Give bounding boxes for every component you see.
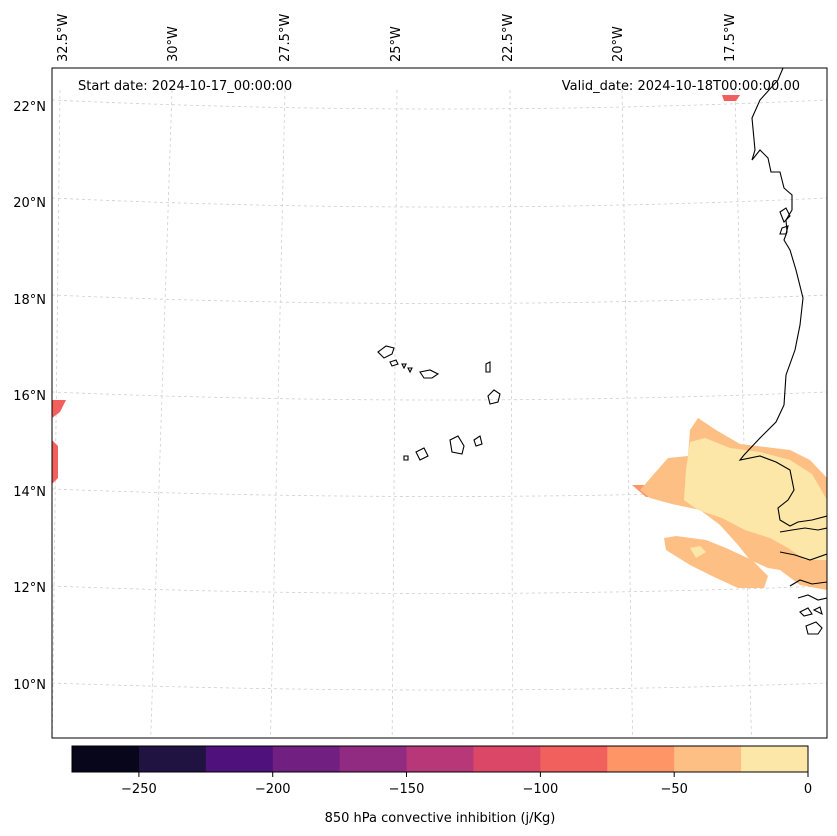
lat-label: 14°N xyxy=(13,485,46,500)
colorbar-segment xyxy=(674,746,742,772)
lon-label: 32.5°W xyxy=(56,14,71,62)
colorbar-segment xyxy=(72,746,140,772)
colorbar-tick-label: −100 xyxy=(523,782,559,797)
colorbar-segment xyxy=(272,746,341,772)
colorbar-title: 850 hPa convective inhibition (j/Kg) xyxy=(325,811,556,826)
cin-contour xyxy=(52,440,58,484)
colorbar-tick-label: 0 xyxy=(804,782,812,797)
graticule xyxy=(52,89,827,738)
colorbar-tick-label: −200 xyxy=(255,782,291,797)
cin-contour xyxy=(52,400,66,418)
cin-contour xyxy=(664,536,768,588)
lon-label: 22.5°W xyxy=(501,14,516,62)
latitude-labels: 22°N 20°N 18°N 16°N 14°N 12°N 10°N xyxy=(13,100,46,693)
lat-label: 10°N xyxy=(13,678,46,693)
colorbar-tick-label: −250 xyxy=(121,782,157,797)
colorbar-segment xyxy=(473,746,541,772)
lat-label: 20°N xyxy=(13,196,46,211)
lat-label: 18°N xyxy=(13,293,46,308)
colorbar-segment xyxy=(540,746,608,772)
lat-label: 16°N xyxy=(13,389,46,404)
lon-label: 30°W xyxy=(166,26,181,62)
lon-label: 27.5°W xyxy=(278,14,293,62)
colorbar-frame xyxy=(71,745,809,773)
coastlines xyxy=(377,68,827,635)
map-panel xyxy=(52,68,827,738)
map-frame xyxy=(51,67,828,739)
lon-label: 20°W xyxy=(611,26,626,62)
lat-label: 22°N xyxy=(13,100,46,115)
colorbar: −250 −200 −150 −100 −50 0 850 hPa convec… xyxy=(71,745,812,826)
colorbar-segment xyxy=(741,746,809,772)
valid-date-label: Valid_date: 2024-10-18T00:00:00.00 xyxy=(562,79,800,94)
colorbar-tick-label: −150 xyxy=(389,782,425,797)
start-date-label: Start date: 2024-10-17_00:00:00 xyxy=(78,79,292,94)
colorbar-segment xyxy=(406,746,474,772)
cin-shading xyxy=(52,95,827,590)
cin-contour xyxy=(684,438,827,560)
cin-contour xyxy=(690,546,706,558)
longitude-labels: 32.5°W 30°W 27.5°W 25°W 22.5°W 20°W 17.5… xyxy=(56,14,738,62)
colorbar-tick-label: −50 xyxy=(660,782,687,797)
lon-label: 25°W xyxy=(389,26,404,62)
cin-contour xyxy=(722,95,740,101)
lon-label: 17.5°W xyxy=(723,14,738,62)
lat-label: 12°N xyxy=(13,581,46,596)
colorbar-segment xyxy=(339,746,408,772)
colorbar-segment xyxy=(138,746,207,772)
colorbar-segment xyxy=(205,746,274,772)
colorbar-segment xyxy=(607,746,675,772)
